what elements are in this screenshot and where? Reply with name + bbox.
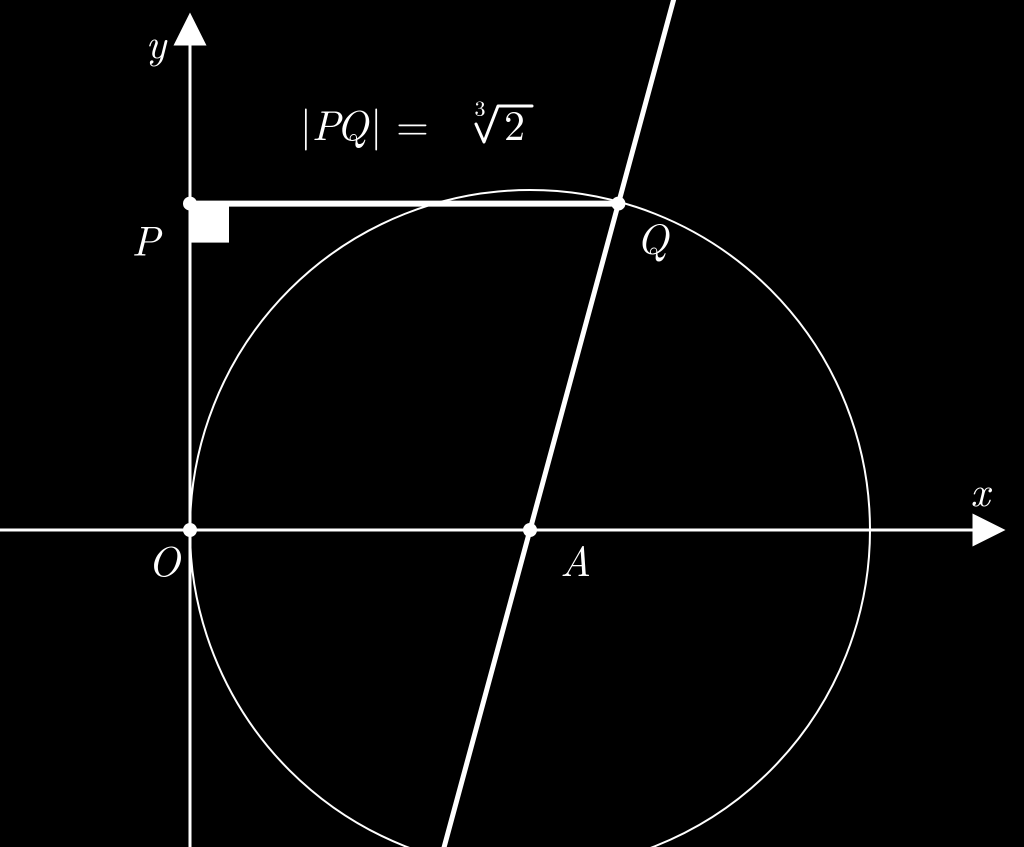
- radicand: 2: [504, 94, 525, 153]
- point-p: [183, 197, 197, 211]
- label-q: Q: [636, 208, 670, 267]
- diagram-canvas: x y O A P Q |PQ| = 32: [0, 0, 1024, 847]
- label-a: A: [560, 530, 591, 589]
- label-y-axis: y: [146, 12, 168, 71]
- label-o: O: [148, 530, 182, 589]
- label-x-axis: x: [970, 460, 992, 519]
- root-index: 3: [474, 92, 485, 123]
- expression-text: |PQ| =: [300, 94, 429, 153]
- point-q: [611, 197, 625, 211]
- label-p: P: [132, 210, 163, 269]
- point-o: [183, 523, 197, 537]
- point-a: [523, 523, 537, 537]
- right-angle-marker: [192, 206, 228, 242]
